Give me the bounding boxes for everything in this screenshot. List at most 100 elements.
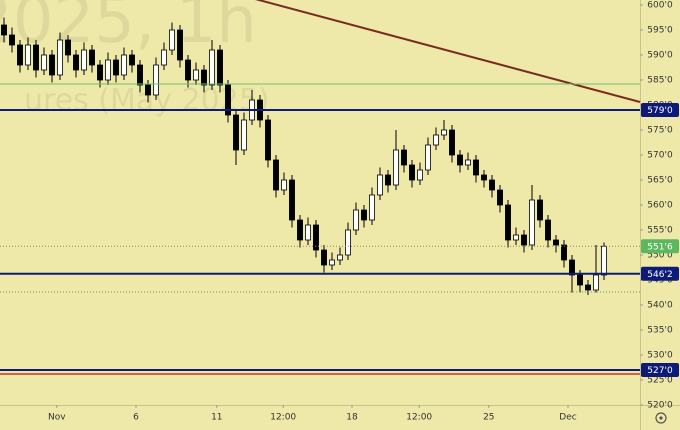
candle-body xyxy=(433,134,439,146)
candle-body xyxy=(329,259,335,266)
candle-body xyxy=(217,49,223,86)
candle-body xyxy=(513,234,519,241)
price-label: 579'0 xyxy=(647,106,673,116)
candle-body xyxy=(377,174,383,196)
candle-body xyxy=(73,54,79,71)
candle-body xyxy=(457,154,463,166)
x-tick-label: 18 xyxy=(346,413,358,423)
settings-icon[interactable] xyxy=(655,412,667,424)
candle-body xyxy=(313,224,319,251)
x-tick-label: Nov xyxy=(48,413,66,423)
candle-body xyxy=(465,159,471,166)
x-tick-label: 25 xyxy=(483,413,494,423)
candle-body xyxy=(393,149,399,186)
watermark: 2025, 1h xyxy=(0,0,257,58)
candle-body xyxy=(49,54,55,76)
candle-body xyxy=(1,24,7,36)
candle-body xyxy=(369,194,375,221)
y-tick-label: 540'0 xyxy=(647,301,673,311)
candle-body xyxy=(489,179,495,191)
candle-body xyxy=(129,54,135,66)
candle-body xyxy=(25,44,31,66)
x-tick-label: 6 xyxy=(133,413,139,423)
price-label: 527'0 xyxy=(647,366,673,376)
price-label: 551'6 xyxy=(647,242,673,252)
candle-body xyxy=(401,149,407,166)
candle-body xyxy=(529,199,535,246)
trend-line xyxy=(255,0,641,103)
candle-body xyxy=(345,229,351,256)
candle-body xyxy=(161,49,167,66)
candle-body xyxy=(353,209,359,231)
candle-body xyxy=(577,274,583,286)
candle-body xyxy=(145,84,151,96)
candle-body xyxy=(105,59,111,81)
candle-body xyxy=(177,29,183,61)
candle-body xyxy=(185,59,191,81)
candle-body xyxy=(81,49,87,71)
candle-body xyxy=(169,29,175,51)
candle-body xyxy=(201,69,207,86)
candle-body xyxy=(441,129,447,136)
candle-body xyxy=(121,54,127,76)
y-tick-label: 595'0 xyxy=(647,26,673,36)
candle-body xyxy=(65,39,71,56)
candle-body xyxy=(385,174,391,186)
candle-body xyxy=(97,64,103,81)
candle-body xyxy=(273,159,279,191)
candle-body xyxy=(321,249,327,266)
candle-body xyxy=(209,49,215,86)
candle-body xyxy=(425,144,431,171)
candle-body xyxy=(545,219,551,241)
candle-body xyxy=(601,245,607,276)
candle-body xyxy=(193,69,199,81)
price-label-box xyxy=(641,266,679,281)
candle-body xyxy=(497,189,503,206)
y-tick-label: 600'0 xyxy=(647,1,673,11)
candle-body xyxy=(41,54,47,71)
x-tick-label: Dec xyxy=(559,413,576,423)
candle-body xyxy=(473,159,479,176)
candle-body xyxy=(481,174,487,181)
candle-body xyxy=(137,64,143,86)
candle-body xyxy=(57,39,63,76)
x-tick-label: 12:00 xyxy=(406,413,432,423)
candle-body xyxy=(409,164,415,181)
y-tick-label: 530'0 xyxy=(647,351,673,361)
y-tick-label: 590'0 xyxy=(647,51,673,61)
settings-icon[interactable] xyxy=(655,412,667,424)
candle-body xyxy=(113,59,119,76)
candle-body xyxy=(537,199,543,221)
candle-body xyxy=(521,234,527,246)
candle-body xyxy=(561,244,567,261)
candle-body xyxy=(297,219,303,241)
y-tick-label: 585'0 xyxy=(647,76,673,86)
candle-body xyxy=(361,209,367,221)
y-tick-label: 535'0 xyxy=(647,326,673,336)
candle-body xyxy=(449,129,455,156)
price-label-box xyxy=(641,239,679,254)
y-tick-label: 520'0 xyxy=(647,401,673,411)
price-label-box xyxy=(641,363,679,377)
candle-body xyxy=(153,64,159,96)
candle-body xyxy=(305,224,311,241)
y-tick-label: 560'0 xyxy=(647,201,673,211)
candle-body xyxy=(241,119,247,151)
y-tick-label: 565'0 xyxy=(647,176,673,186)
candle-body xyxy=(233,114,239,151)
y-tick-label: 570'0 xyxy=(647,151,673,161)
y-tick-label: 525'0 xyxy=(647,376,673,386)
y-tick-label: 575'0 xyxy=(647,126,673,136)
candle-body xyxy=(225,84,231,116)
x-tick-label: 12:00 xyxy=(270,413,296,423)
y-tick-label: 550'0 xyxy=(647,251,673,261)
price-label: 546'2 xyxy=(647,270,672,280)
x-tick-label: 11 xyxy=(211,413,222,423)
settings-icon[interactable] xyxy=(659,416,663,420)
candle-body xyxy=(265,119,271,161)
candle-body xyxy=(289,179,295,221)
candle-body xyxy=(585,284,591,291)
